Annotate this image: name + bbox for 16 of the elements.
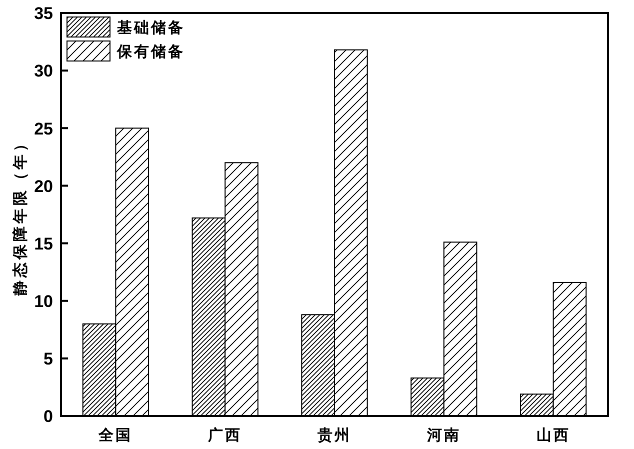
x-tick-label: 贵州: [316, 427, 352, 444]
x-tick-label: 河南: [426, 427, 461, 444]
x-tick-label: 全国: [98, 427, 133, 444]
x-tick-label: 山西: [536, 427, 570, 444]
y-tick-label: 0: [44, 407, 53, 426]
y-tick-label: 10: [34, 292, 53, 311]
y-axis-title: 静态保障年限（年）: [11, 134, 29, 296]
x-tick-label: 广西: [207, 426, 242, 444]
y-tick-label: 15: [34, 234, 53, 254]
legend-label: 保有储备: [116, 43, 185, 60]
y-tick-label: 25: [34, 119, 53, 138]
y-tick-label: 35: [34, 4, 53, 24]
legend-label: 基础储备: [116, 19, 185, 36]
y-tick-label: 5: [44, 350, 53, 369]
y-tick-label: 20: [34, 176, 53, 196]
y-tick-label: 30: [34, 62, 53, 81]
